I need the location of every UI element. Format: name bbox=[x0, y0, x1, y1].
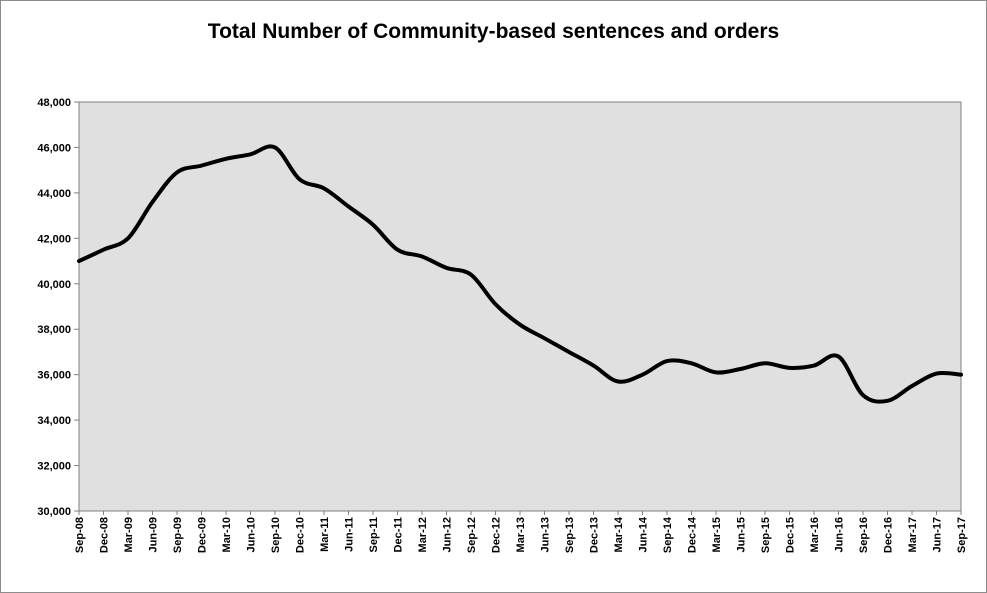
x-tick-label: Mar-10 bbox=[221, 517, 233, 552]
x-tick-label: Sep-16 bbox=[858, 517, 870, 553]
series-line bbox=[77, 144, 963, 404]
x-tick-label: Dec-10 bbox=[295, 517, 307, 553]
x-tick-label: Dec-14 bbox=[687, 516, 699, 553]
x-tick-label: Mar-12 bbox=[417, 517, 429, 552]
y-tick-label: 40,000 bbox=[37, 279, 71, 291]
x-tick-label: Dec-11 bbox=[393, 517, 405, 552]
plot-area bbox=[78, 101, 962, 512]
x-tick-label: Dec-15 bbox=[785, 517, 797, 553]
x-tick-label: Dec-08 bbox=[99, 517, 111, 553]
x-tick-label: Sep-11 bbox=[368, 517, 380, 552]
x-tick-label: Sep-08 bbox=[74, 517, 86, 553]
y-tick-label: 42,000 bbox=[37, 233, 71, 245]
x-tick-label: Jun-13 bbox=[540, 517, 552, 552]
y-tick-label: 46,000 bbox=[37, 142, 71, 154]
x-tick-label: Mar-11 bbox=[319, 517, 331, 552]
y-axis: 30,000 32,000 34,000 36,000 38,000 40,000 42,0… bbox=[37, 97, 79, 518]
x-tick-label: Mar-16 bbox=[809, 517, 821, 552]
x-tick-label: Dec-12 bbox=[491, 517, 503, 553]
x-tick-label: Sep-15 bbox=[760, 517, 772, 553]
x-tick-label: Mar-09 bbox=[123, 517, 135, 552]
y-tick-label: 36,000 bbox=[37, 370, 71, 382]
y-tick-label: 30,000 bbox=[37, 506, 71, 518]
x-tick-label: Mar-17 bbox=[907, 517, 919, 552]
x-tick-label: Sep-12 bbox=[466, 517, 478, 553]
y-tick-label: 44,000 bbox=[37, 188, 71, 200]
x-tick-label: Jun-10 bbox=[246, 517, 258, 552]
x-tick-label: Mar-14 bbox=[613, 516, 625, 552]
x-tick-label: Dec-16 bbox=[883, 517, 895, 553]
y-tick-label: 32,000 bbox=[37, 461, 71, 473]
x-tick-label: Sep-17 bbox=[956, 517, 968, 553]
x-tick-label: Mar-15 bbox=[711, 517, 723, 552]
x-tick-label: Sep-13 bbox=[564, 517, 576, 553]
y-tick-label: 34,000 bbox=[37, 415, 71, 427]
x-tick-label: Jun-17 bbox=[932, 517, 944, 552]
x-tick-label: Jun-12 bbox=[442, 517, 454, 552]
x-tick-label: Dec-09 bbox=[197, 517, 209, 553]
x-tick-label: Sep-10 bbox=[270, 517, 282, 553]
x-tick-label: Jun-14 bbox=[638, 516, 650, 552]
x-tick-label: Jun-11 bbox=[344, 517, 356, 552]
x-tick-label: Sep-09 bbox=[172, 517, 184, 553]
x-tick-label: Sep-14 bbox=[662, 516, 674, 553]
x-tick-label: Jun-09 bbox=[148, 517, 160, 552]
x-tick-label: Dec-13 bbox=[589, 517, 601, 553]
y-tick-label: 48,000 bbox=[37, 97, 71, 109]
x-tick-label: Jun-15 bbox=[736, 517, 748, 552]
chart-title: Total Number of Community-based sentence… bbox=[207, 20, 780, 43]
x-tick-label: Jun-16 bbox=[834, 517, 846, 552]
x-axis: Sep-08 Dec-08 Mar-09 Jun-09 Sep-09 Dec-09 Mar-… bbox=[74, 511, 968, 553]
x-tick-label: Mar-13 bbox=[515, 517, 527, 552]
y-tick-label: 38,000 bbox=[37, 324, 71, 336]
